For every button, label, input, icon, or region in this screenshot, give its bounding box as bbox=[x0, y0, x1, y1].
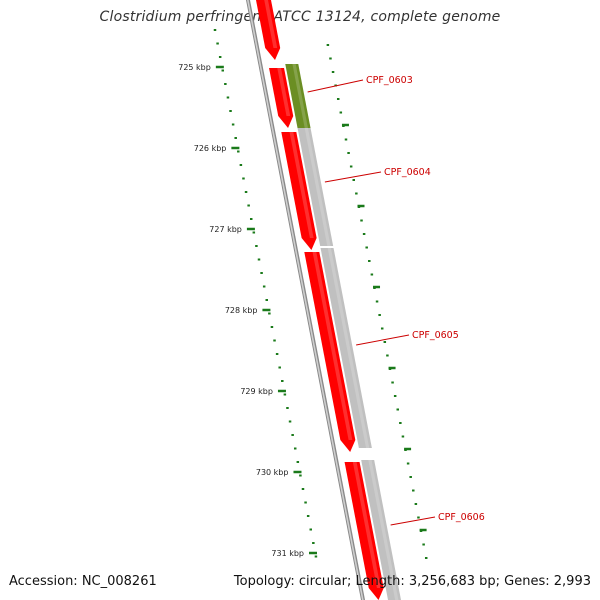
gene-label-cpf-0604[interactable]: CPF_0604 bbox=[384, 167, 431, 178]
forward-gene-1[interactable] bbox=[269, 68, 294, 128]
forward-gene-2[interactable] bbox=[281, 132, 317, 250]
reverse-gene-cpf-0604[interactable] bbox=[297, 128, 334, 246]
genome-stats: Topology: circular; Length: 3,256,683 bp… bbox=[233, 574, 591, 589]
tick-label: 726 kbp bbox=[194, 144, 227, 153]
map-title: Clostridium perfringens ATCC 13124, comp… bbox=[99, 9, 501, 25]
highlighted-gene-cpf-0603[interactable] bbox=[285, 64, 311, 128]
reverse-gene-cpf-0606[interactable] bbox=[361, 460, 402, 600]
tick-label: 729 kbp bbox=[240, 387, 273, 396]
forward-gene-prev-shade bbox=[264, 0, 278, 48]
gene-leader-line bbox=[324, 171, 382, 183]
reverse-gene-cpf-0606-shade bbox=[368, 460, 399, 600]
backbone-layer bbox=[246, 0, 366, 600]
tick-label: 728 kbp bbox=[225, 306, 258, 315]
highlighted-gene-cpf-0603-shade bbox=[292, 64, 308, 128]
reverse-gene-cpf-0605-shade bbox=[327, 248, 370, 448]
tick-layer: 725 kbp 726 kbp 727 kbp 728 kbp 729 kbp 730 k… bbox=[178, 29, 428, 559]
tick-label: 731 kbp bbox=[271, 549, 304, 558]
tick-label: 727 kbp bbox=[209, 225, 242, 234]
forward-gene-3-shade bbox=[312, 252, 353, 440]
reverse-gene-cpf-0604-shade bbox=[304, 128, 331, 246]
gene-leader-line bbox=[390, 516, 436, 526]
tick-label: 725 kbp bbox=[178, 63, 211, 72]
forward-gene-4-shade bbox=[352, 462, 381, 588]
reverse-strand-layer bbox=[285, 64, 402, 600]
gene-label-cpf-0606[interactable]: CPF_0606 bbox=[438, 512, 485, 523]
forward-gene-1-shade bbox=[277, 68, 291, 116]
gene-label-cpf-0605[interactable]: CPF_0605 bbox=[412, 330, 459, 341]
tick-label: 730 kbp bbox=[256, 468, 289, 477]
forward-strand-layer bbox=[255, 0, 384, 600]
backbone-highlight bbox=[247, 0, 364, 600]
forward-gene-3[interactable] bbox=[304, 252, 356, 452]
forward-gene-4[interactable] bbox=[344, 462, 384, 600]
forward-gene-2-shade bbox=[289, 132, 314, 238]
gene-label-layer: CPF_0603 CPF_0604 CPF_0605 CPF_0606 bbox=[307, 75, 485, 526]
reverse-gene-cpf-0605[interactable] bbox=[320, 248, 372, 448]
gene-leader-line bbox=[356, 334, 410, 346]
gene-label-cpf-0603[interactable]: CPF_0603 bbox=[366, 75, 413, 86]
forward-gene-prev[interactable] bbox=[255, 0, 281, 60]
gene-leader-line bbox=[307, 79, 364, 93]
accession-label: Accession: NC_008261 bbox=[9, 574, 157, 589]
